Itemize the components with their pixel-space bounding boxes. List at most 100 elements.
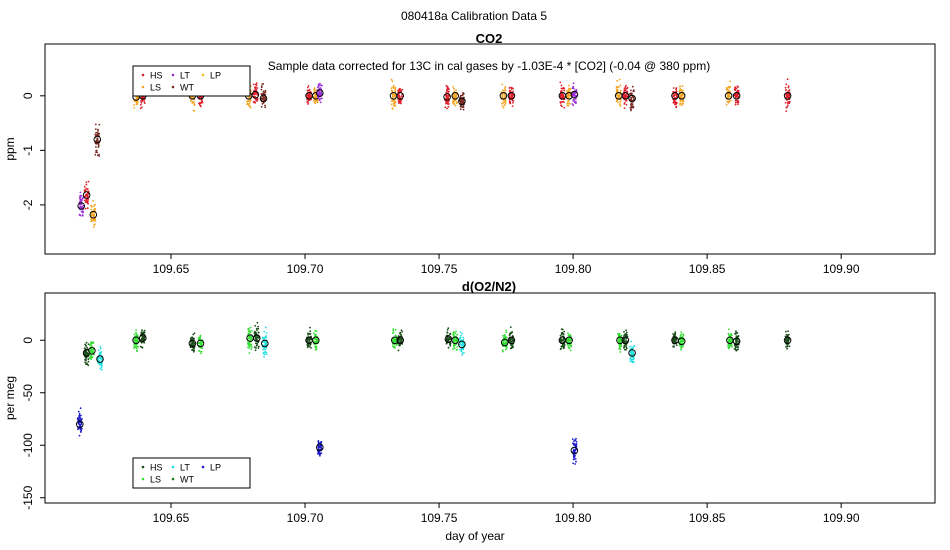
cluster-o2_HS bbox=[305, 326, 313, 349]
data-point bbox=[560, 87, 563, 90]
data-point bbox=[97, 143, 100, 146]
data-point bbox=[250, 348, 253, 351]
data-point bbox=[265, 353, 268, 355]
data-point bbox=[575, 437, 577, 440]
data-point bbox=[736, 99, 738, 102]
cluster-mean-marker bbox=[132, 336, 140, 345]
data-point bbox=[632, 90, 635, 93]
cluster-o2_LS bbox=[451, 330, 460, 351]
data-point bbox=[80, 203, 83, 206]
data-point bbox=[571, 103, 574, 105]
data-point bbox=[675, 90, 678, 92]
data-point bbox=[400, 329, 403, 332]
data-point bbox=[456, 346, 458, 348]
data-point bbox=[453, 347, 456, 349]
data-point bbox=[572, 449, 575, 452]
data-point bbox=[729, 339, 732, 342]
data-point bbox=[317, 451, 320, 453]
data-point bbox=[569, 87, 572, 90]
data-point bbox=[449, 337, 452, 340]
data-point bbox=[393, 102, 396, 105]
data-point bbox=[193, 332, 196, 335]
data-point bbox=[320, 441, 323, 444]
data-point bbox=[265, 341, 268, 343]
cluster-mean-marker bbox=[89, 210, 98, 219]
data-point bbox=[307, 102, 310, 105]
data-point bbox=[192, 349, 194, 352]
data-point bbox=[320, 447, 323, 450]
data-point bbox=[571, 87, 574, 90]
cluster-o2_LS bbox=[565, 332, 573, 352]
data-point bbox=[319, 84, 322, 86]
data-point bbox=[143, 338, 146, 341]
data-point bbox=[400, 334, 403, 336]
cluster-o2_HS bbox=[139, 329, 147, 349]
data-point bbox=[320, 91, 322, 93]
cluster-mean-marker bbox=[259, 94, 268, 103]
cluster-o2_HS bbox=[558, 328, 567, 351]
co2-x-axis: 109.65 109.70 109.75 109.80 109.85 109.90 bbox=[153, 254, 860, 276]
data-point bbox=[563, 340, 566, 343]
data-point bbox=[726, 87, 728, 90]
cluster-o2_LS bbox=[500, 329, 509, 353]
co2-panel: CO2 109.65 109.70 109.75 109.80 109.85 109.90… bbox=[3, 31, 936, 276]
data-point bbox=[573, 443, 576, 445]
cluster-o2_LS bbox=[616, 332, 624, 353]
data-point bbox=[265, 343, 268, 346]
data-point bbox=[94, 207, 96, 210]
cluster-o2_LS bbox=[88, 341, 96, 360]
data-point bbox=[504, 334, 506, 336]
data-point bbox=[626, 90, 628, 93]
data-point bbox=[314, 94, 317, 96]
data-point bbox=[682, 340, 685, 343]
cluster-o2_LT bbox=[96, 345, 104, 371]
data-point bbox=[84, 194, 87, 197]
legend-box bbox=[132, 457, 251, 489]
data-point bbox=[735, 96, 737, 99]
data-point bbox=[623, 88, 626, 90]
data-point bbox=[307, 338, 310, 341]
data-point bbox=[192, 344, 194, 346]
data-point bbox=[83, 347, 86, 349]
data-point bbox=[459, 337, 461, 340]
data-point bbox=[140, 346, 143, 348]
data-point bbox=[391, 107, 394, 110]
data-point bbox=[77, 410, 80, 413]
data-point bbox=[395, 344, 398, 346]
data-point bbox=[85, 341, 88, 344]
data-point bbox=[317, 440, 320, 443]
data-point bbox=[501, 349, 504, 352]
data-point bbox=[620, 345, 623, 348]
data-point bbox=[445, 102, 447, 105]
data-point bbox=[79, 194, 82, 197]
data-point bbox=[253, 92, 255, 95]
data-point bbox=[261, 103, 264, 105]
cluster-mean-marker bbox=[82, 191, 91, 199]
data-point bbox=[80, 429, 83, 432]
y-tick-label: -50 bbox=[21, 384, 35, 402]
data-point bbox=[571, 94, 574, 96]
data-point bbox=[728, 347, 730, 350]
y-tick-label: -150 bbox=[21, 485, 35, 509]
data-point bbox=[319, 454, 321, 457]
cluster-HS bbox=[783, 78, 792, 112]
data-point bbox=[252, 83, 255, 86]
data-point bbox=[96, 138, 99, 141]
data-point bbox=[632, 360, 634, 363]
data-point bbox=[680, 347, 683, 349]
data-point bbox=[136, 350, 138, 353]
cluster-mean-marker bbox=[570, 446, 579, 455]
data-point bbox=[133, 104, 135, 106]
cluster-o2_LS bbox=[196, 334, 205, 355]
data-point bbox=[572, 85, 575, 88]
data-point bbox=[735, 87, 738, 90]
data-point bbox=[401, 95, 403, 98]
cluster-LS bbox=[89, 200, 98, 228]
cluster-mean-marker bbox=[443, 93, 451, 101]
data-point bbox=[559, 81, 562, 84]
data-point bbox=[319, 82, 321, 85]
data-point bbox=[82, 210, 84, 213]
data-point bbox=[574, 458, 577, 460]
data-point bbox=[786, 334, 788, 336]
data-point bbox=[257, 345, 260, 348]
